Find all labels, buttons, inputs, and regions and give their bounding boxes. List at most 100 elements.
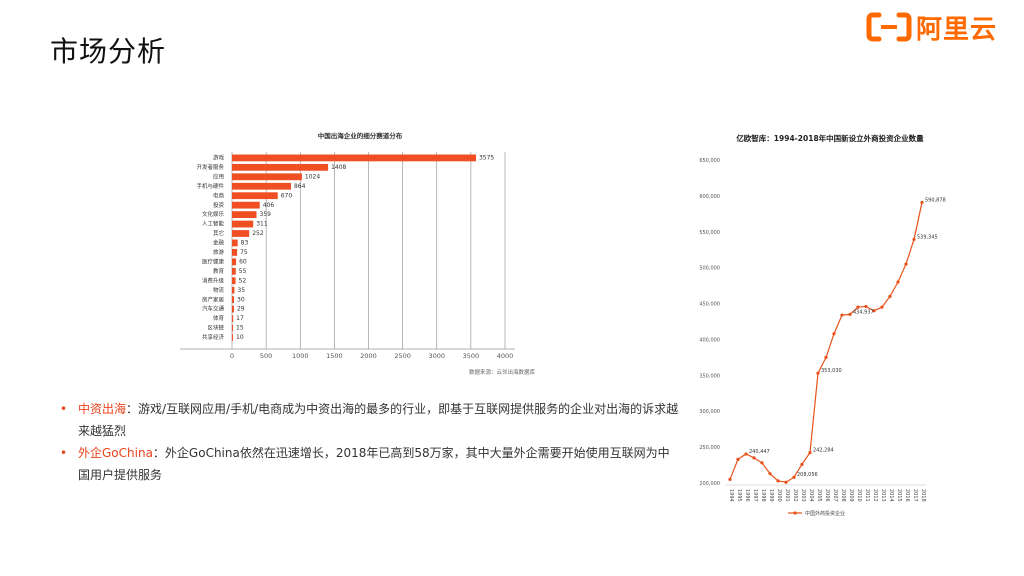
bullet-text: ：游戏/互联网应用/手机/电商成为中资出海的最多的行业，即基于互联网提供服务的企… bbox=[78, 402, 679, 438]
category-label: 应用 bbox=[213, 172, 224, 180]
data-point bbox=[744, 452, 748, 456]
data-point bbox=[920, 200, 924, 205]
bar bbox=[232, 230, 250, 237]
bar-value-label: 670 bbox=[281, 192, 293, 199]
aliyun-logo: 阿里云 bbox=[866, 10, 998, 45]
data-point bbox=[760, 461, 764, 465]
x-tick-label: 2015 bbox=[896, 489, 902, 502]
page-title: 市场分析 bbox=[50, 35, 167, 68]
bullet-item: • 外企GoChina：外企GoChina依然在迅速增长，2018年已高到58万… bbox=[60, 442, 680, 486]
bar-value-label: 35 bbox=[237, 287, 245, 294]
series-line bbox=[729, 202, 923, 483]
bar-value-label: 75 bbox=[240, 249, 248, 256]
data-point bbox=[864, 304, 868, 309]
data-point bbox=[888, 294, 892, 298]
x-tick-label: 0 bbox=[230, 352, 234, 360]
x-tick-label: 2006 bbox=[824, 489, 830, 502]
bar-value-label: 311 bbox=[256, 221, 268, 228]
bar bbox=[232, 258, 237, 266]
bar-value-label: 406 bbox=[263, 202, 275, 209]
x-tick-label: 2017 bbox=[912, 489, 918, 502]
bar-value-label: 3575 bbox=[479, 155, 494, 162]
data-point bbox=[880, 305, 884, 309]
category-label: 区块链 bbox=[207, 324, 224, 332]
category-label: 消费升级 bbox=[202, 276, 225, 284]
x-tick-label: 1996 bbox=[744, 489, 750, 502]
data-point bbox=[872, 309, 876, 313]
x-tick-label: 1500 bbox=[326, 352, 343, 360]
y-tick-label: 600,000 bbox=[699, 194, 720, 200]
y-tick-label: 250,000 bbox=[699, 445, 720, 451]
category-label: 手机与硬件 bbox=[196, 182, 224, 190]
bar bbox=[232, 267, 236, 275]
x-tick-label: 1999 bbox=[768, 489, 774, 502]
bar-value-label: 252 bbox=[252, 230, 264, 237]
x-tick-label: 2014 bbox=[888, 489, 894, 502]
bar-value-label: 55 bbox=[239, 268, 247, 275]
category-label: 文化娱乐 bbox=[202, 210, 225, 218]
bar-value-label: 10 bbox=[236, 334, 244, 341]
bullet-lead: 外企GoChina bbox=[78, 446, 153, 460]
logo-text: 阿里云 bbox=[916, 14, 998, 45]
data-point bbox=[848, 312, 852, 316]
bar bbox=[232, 324, 234, 332]
legend-marker bbox=[793, 511, 797, 515]
fdi-line-chart-svg: 亿欧智库：1994-2018年中国新设立外商投资企业数量 200,000 250,0… bbox=[699, 133, 945, 517]
bar bbox=[232, 249, 238, 256]
x-tick-label: 2000 bbox=[776, 489, 782, 502]
bar bbox=[232, 154, 476, 162]
bar bbox=[232, 334, 233, 341]
x-tick-label: 2008 bbox=[840, 489, 846, 502]
bar bbox=[232, 211, 257, 218]
category-label: 电商 bbox=[213, 191, 225, 199]
category-label: 医疗健康 bbox=[202, 257, 225, 265]
x-tick-label: 1000 bbox=[292, 352, 309, 360]
x-tick-label: 2002 bbox=[792, 489, 798, 502]
bar-value-label: 864 bbox=[294, 183, 306, 190]
x-tick-label: 2005 bbox=[816, 489, 822, 502]
x-tick-label: 500 bbox=[260, 352, 272, 360]
data-point bbox=[840, 313, 844, 317]
bar bbox=[232, 163, 329, 171]
data-label: 353,030 bbox=[821, 368, 842, 374]
x-tick-label: 2016 bbox=[904, 489, 910, 502]
x-tick-label: 2013 bbox=[880, 489, 886, 502]
legend-label: 中国外商投资企业 bbox=[805, 510, 845, 517]
bar bbox=[232, 277, 236, 285]
data-point bbox=[904, 262, 908, 266]
category-label: 房产家居 bbox=[202, 295, 225, 303]
bar bbox=[232, 239, 238, 247]
x-tick-label: 2011 bbox=[864, 489, 870, 502]
x-tick-label: 4000 bbox=[497, 352, 514, 360]
data-label: 240,447 bbox=[749, 449, 770, 455]
x-tick-label: 3000 bbox=[428, 352, 445, 360]
x-tick-label: 1995 bbox=[736, 489, 742, 502]
bar-value-label: 359 bbox=[260, 211, 272, 218]
category-label: 其它 bbox=[213, 229, 224, 237]
bullet-dot: • bbox=[60, 446, 68, 460]
bullet-list: • 中资出海：游戏/互联网应用/手机/电商成为中资出海的最多的行业，即基于互联网… bbox=[60, 398, 680, 486]
bar-value-label: 15 bbox=[236, 325, 244, 332]
bullet-dot: • bbox=[60, 402, 68, 416]
x-tick-label: 2001 bbox=[784, 489, 790, 502]
data-point bbox=[776, 479, 780, 483]
category-label: 开发者服务 bbox=[196, 163, 224, 171]
y-tick-label: 200,000 bbox=[699, 481, 720, 487]
aliyun-bracket-icon bbox=[866, 12, 912, 42]
bar bbox=[232, 201, 260, 209]
data-label: 434,937 bbox=[853, 309, 874, 315]
segment-bar-chart: 中国出海企业的细分赛道分布 0 500 1000 1500 2000 2500 3000 350… bbox=[175, 126, 545, 376]
category-label: 投资 bbox=[213, 201, 225, 209]
bar bbox=[232, 296, 235, 304]
x-tick-label: 1998 bbox=[760, 489, 766, 502]
data-point bbox=[736, 457, 740, 461]
bar-value-label: 83 bbox=[241, 240, 249, 247]
category-label: 游戏 bbox=[213, 154, 225, 162]
data-point bbox=[800, 462, 804, 466]
category-label: 旅游 bbox=[213, 248, 225, 256]
data-label: 208,056 bbox=[797, 472, 818, 478]
bar-value-label: 52 bbox=[239, 277, 247, 284]
source-note: 数据来源：云邻出海数据库 bbox=[469, 368, 536, 376]
data-point bbox=[792, 475, 796, 479]
x-tick-label: 2003 bbox=[800, 489, 806, 502]
